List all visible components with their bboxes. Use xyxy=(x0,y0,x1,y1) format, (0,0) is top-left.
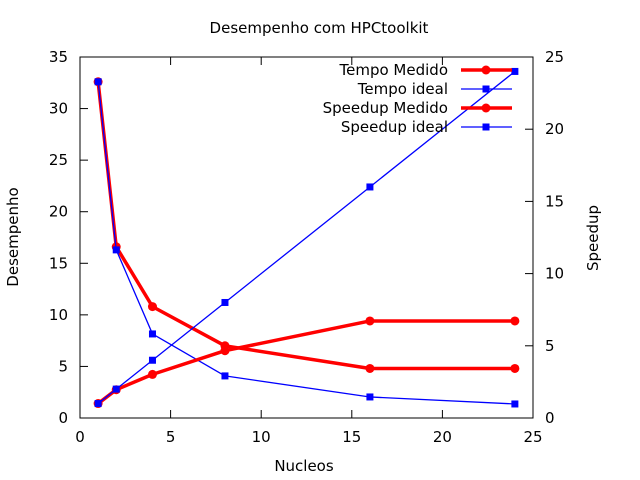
legend-marker xyxy=(482,123,490,131)
legend-label: Tempo Medido xyxy=(339,61,448,79)
data-point xyxy=(220,346,230,356)
data-point xyxy=(365,363,375,373)
legend-label: Tempo ideal xyxy=(357,80,448,98)
legend-item-speedup-ideal: Speedup ideal xyxy=(341,118,512,136)
data-point xyxy=(147,302,157,312)
y2-tick-label: 20 xyxy=(545,120,564,138)
x-tick-label: 15 xyxy=(342,428,361,446)
data-point xyxy=(510,316,520,326)
series-tempo-medido xyxy=(93,77,520,373)
series-line xyxy=(97,319,515,405)
data-point xyxy=(94,400,102,408)
y2-tick-label: 10 xyxy=(545,265,564,283)
y-tick-label: 15 xyxy=(49,254,68,272)
x-tick-label: 25 xyxy=(523,428,542,446)
y2-tick-label: 0 xyxy=(545,409,555,427)
y-tick-label: 10 xyxy=(49,306,68,324)
legend-marker xyxy=(482,85,490,93)
y-tick-label: 25 xyxy=(49,151,68,169)
data-point xyxy=(148,356,156,364)
data-point xyxy=(366,393,374,401)
series-line xyxy=(96,81,515,371)
series-speedup-ideal xyxy=(94,67,519,408)
legend-label: Speedup ideal xyxy=(341,118,448,136)
data-point xyxy=(221,298,229,306)
data-point xyxy=(511,400,519,408)
data-point xyxy=(510,363,520,373)
data-point xyxy=(511,67,519,75)
y2-axis-label: Speedup xyxy=(584,205,602,271)
legend-item-tempo-ideal: Tempo ideal xyxy=(357,80,512,98)
series-speedup-medido xyxy=(93,316,520,409)
series-line xyxy=(97,81,515,405)
legend-marker xyxy=(481,65,491,75)
y2-tick-label: 5 xyxy=(545,337,555,355)
data-point xyxy=(148,330,156,338)
series-tempo-ideal xyxy=(94,78,519,408)
x-tick-label: 10 xyxy=(252,428,271,446)
y-tick-label: 20 xyxy=(49,203,68,221)
legend-item-tempo-medido: Tempo Medido xyxy=(339,61,512,79)
x-axis-label: Nucleos xyxy=(274,457,334,475)
data-point xyxy=(94,78,102,86)
legend-marker xyxy=(481,103,491,113)
series-line xyxy=(97,70,516,405)
x-tick-label: 0 xyxy=(75,428,85,446)
data-point xyxy=(112,246,120,254)
chart-title: Desempenho com HPCtoolkit xyxy=(210,19,429,37)
x-tick-label: 20 xyxy=(433,428,452,446)
y-axis-label: Desempenho xyxy=(4,187,22,286)
y2-tick-label: 15 xyxy=(545,192,564,210)
series-layer xyxy=(93,67,520,409)
legend-item-speedup-medido: Speedup Medido xyxy=(323,99,512,117)
data-point xyxy=(112,385,120,393)
y-tick-label: 0 xyxy=(58,409,68,427)
y-tick-label: 35 xyxy=(49,48,68,66)
data-point xyxy=(365,316,375,326)
y-tick-label: 5 xyxy=(58,357,68,375)
data-point xyxy=(366,183,374,191)
data-point xyxy=(221,372,229,380)
plot-frame xyxy=(79,56,534,419)
y-tick-label: 30 xyxy=(49,100,68,118)
legend-label: Speedup Medido xyxy=(323,99,448,117)
x-tick-label: 5 xyxy=(166,428,176,446)
data-point xyxy=(147,369,157,379)
y2-tick-label: 25 xyxy=(545,48,564,66)
